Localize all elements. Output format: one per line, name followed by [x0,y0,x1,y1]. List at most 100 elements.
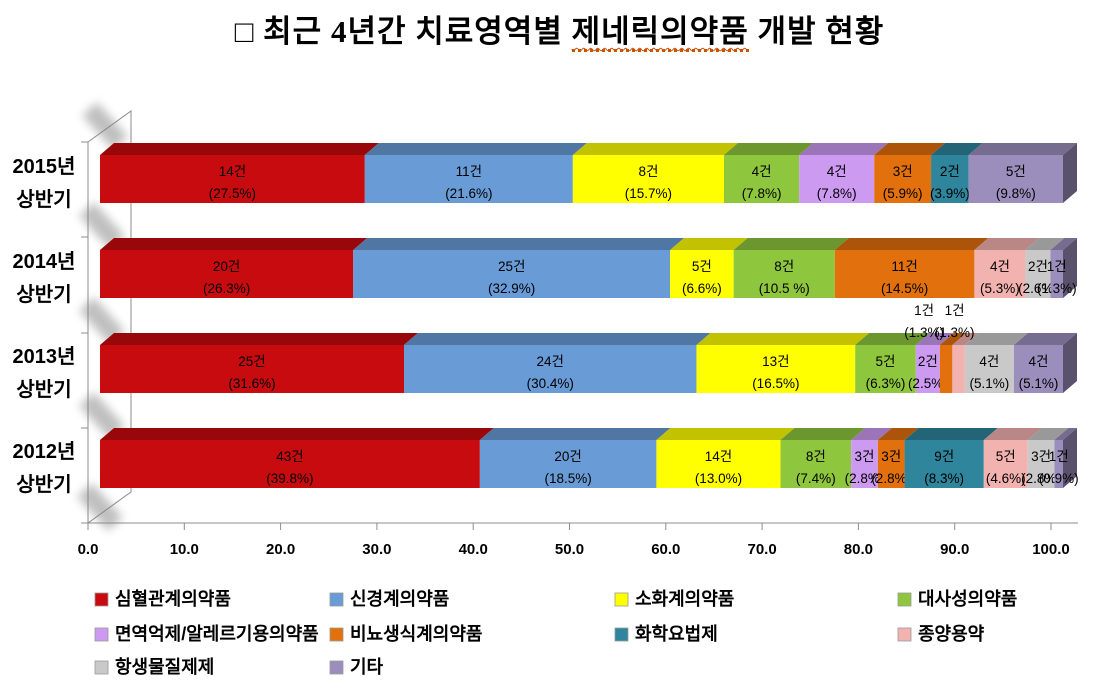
x-axis-tick-label: 40.0 [459,541,488,558]
segment-count-label: 8건 [806,449,826,464]
bar-segment-top [733,238,849,250]
bar-segment [404,345,697,393]
category-label-year: 2015년 [13,155,76,178]
bar-segment [479,440,657,488]
segment-pct-label: (7.8%) [742,186,782,201]
segment-pct-label: (5.9%) [883,186,923,201]
segment-count-label: 4건 [1028,354,1048,369]
legend-swatch-nervous [329,592,344,607]
bar-segment [952,345,965,393]
segment-count-label-above: 1건 [914,303,934,318]
bar-segment [353,250,671,298]
bar-segment-top [964,333,1028,345]
segment-count-label: 14건 [705,449,732,464]
segment-count-label: 4건 [827,164,847,179]
bar-end-cap [1063,238,1077,298]
segment-pct-label: (3.9%) [930,186,970,201]
bar-segment [1013,345,1063,393]
legend-swatch-oncology [897,627,912,642]
wall-shadow [79,202,125,250]
legend-swatch-urogenital [329,627,344,642]
category-label-year: 2014년 [13,250,76,273]
legend-swatch-antibiotic [94,660,109,675]
segment-pct-label: (2.8%) [845,471,885,486]
segment-pct-label: (5.3%) [980,281,1020,296]
segment-count-label: 5건 [996,449,1016,464]
legend-label-nervous: 신경계의약품 [350,588,449,609]
segment-count-label: 5건 [1006,164,1026,179]
x-axis-tick-label: 10.0 [170,541,199,558]
bar-segment-top [100,238,368,250]
bar-segment [931,155,969,203]
segment-pct-label: (8.3%) [924,471,964,486]
bar-segment-top [939,333,967,345]
bar-segment [964,345,1014,393]
bar-segment [1027,440,1055,488]
legend-swatch-chemotherapy [614,627,629,642]
segment-pct-label: (6.3%) [866,376,906,391]
segment-pct-label: (7.8%) [817,186,857,201]
segment-pct-label: (15.7%) [625,186,672,201]
bar-segment-top [780,428,866,440]
bar-segment-top [1050,238,1077,250]
bar-segment-top [696,333,870,345]
bar-segment [877,440,905,488]
bar-segment [1054,440,1063,488]
segment-count-label: 4건 [990,259,1010,274]
bar-segment-top [724,143,814,155]
segment-count-label: 9건 [934,449,954,464]
segment-count-label: 43건 [276,449,303,464]
segment-count-label: 25건 [498,259,525,274]
segment-pct-label: (30.4%) [527,376,574,391]
legend-label-urogenital: 비뇨생식계의약품 [350,623,482,644]
bar-segment [656,440,781,488]
legend-label-cardiovascular: 심혈관계의약품 [115,588,231,609]
bar-segment [874,155,932,203]
wall-shadow [79,297,125,345]
segment-pct-label: (27.5%) [209,186,256,201]
bar-segment [983,440,1028,488]
segment-pct-label: (14.5%) [881,281,928,296]
segment-count-label: 3건 [855,449,875,464]
segment-pct-label: (21.6%) [445,186,492,201]
legend-swatch-cardiovascular [94,592,109,607]
bar-segment-top [931,143,983,155]
legend-swatch-etc [329,660,344,675]
bar-segment [851,440,878,488]
bar-segment-top [974,238,1040,250]
x-axis-tick-label: 20.0 [266,541,295,558]
segment-pct-label: (7.4%) [796,471,836,486]
wall-shadow [79,392,125,440]
segment-pct-label: (13.0%) [695,471,742,486]
x-axis-tick-label: 0.0 [78,541,99,558]
bar-segment-top [968,143,1077,155]
legend-swatch-immuno_allergy [94,627,109,642]
bar-segment-top [877,428,919,440]
segment-pct-label-above: (1.3%) [904,325,944,340]
legend-label-chemotherapy: 화학요법제 [635,623,718,644]
x-axis-tick-label: 30.0 [362,541,391,558]
legend-label-immuno_allergy: 면역억제/알레르기용의약품 [115,623,319,644]
segment-pct-label: (26.3%) [203,281,250,296]
wall-shadow [77,483,123,531]
segment-count-label: 4건 [752,164,772,179]
legend-label-oncology: 종양용약 [918,623,985,644]
bar-segment-top [874,143,946,155]
bar-segment-top [100,143,379,155]
bar-segment [100,250,354,298]
segment-count-label: 5건 [692,259,712,274]
segment-count-label: 11건 [456,164,482,179]
bar-segment [904,440,984,488]
legend-swatch-digestive [614,592,629,607]
segment-pct-label: (32.9%) [488,281,535,296]
category-label-year: 2012년 [13,440,76,463]
bar-segment [1025,250,1051,298]
bar-segment-top [670,238,748,250]
legend-label-digestive: 소화계의약품 [635,588,734,609]
chart-title-suffix: 개발 현황 [748,14,885,49]
bar-segment [100,345,405,393]
bar-segment-top [572,143,739,155]
x-axis-tick-label: 80.0 [844,541,873,558]
bar-end-cap [1063,143,1077,203]
segment-pct-label: (2.5%) [908,376,948,391]
